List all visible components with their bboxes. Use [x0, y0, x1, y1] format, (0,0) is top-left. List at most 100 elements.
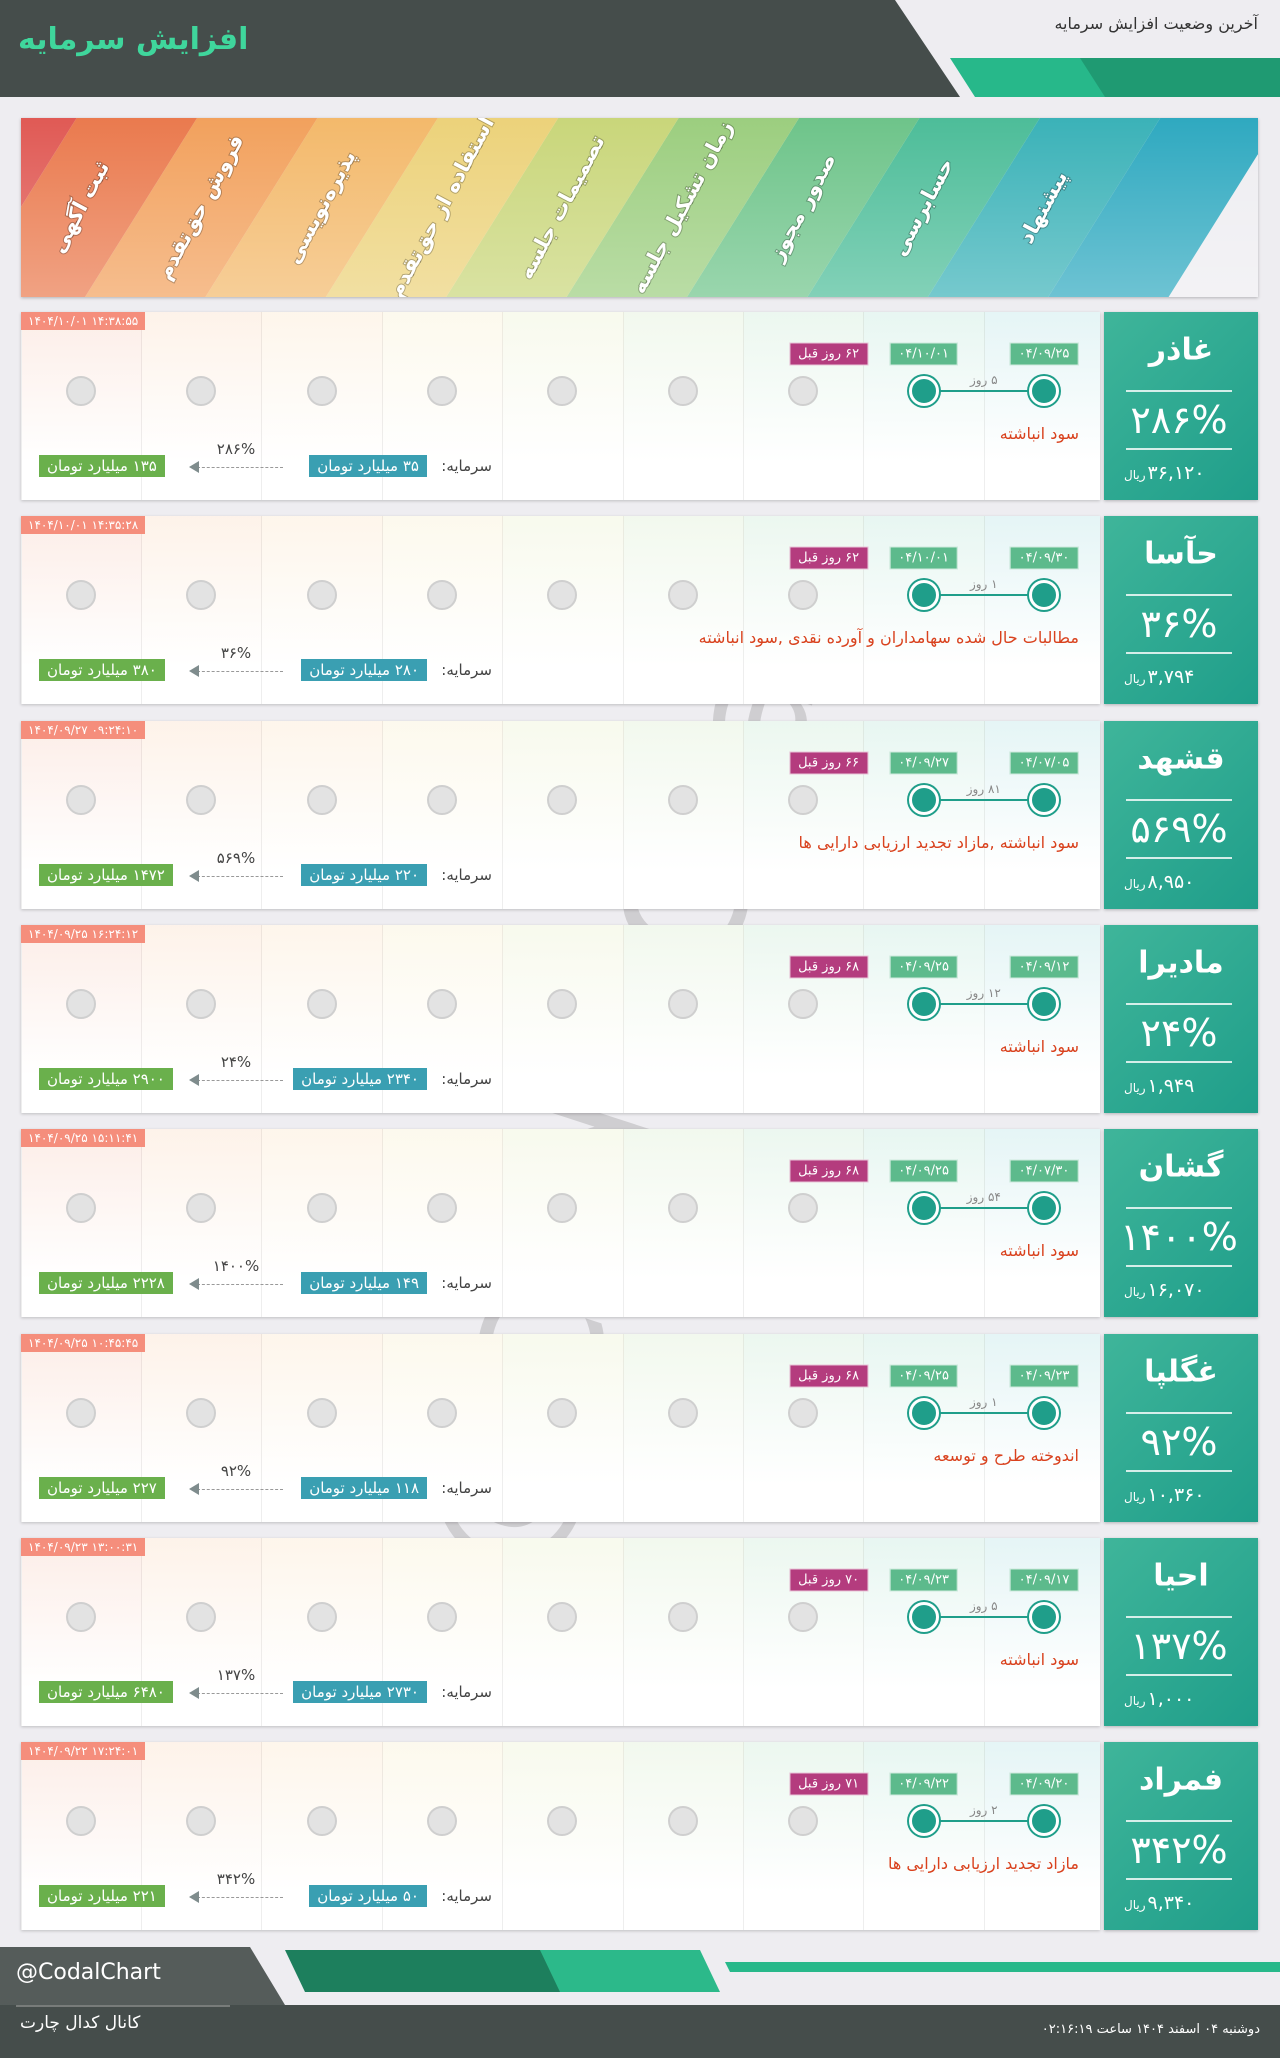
timestamp: ۱۴۰۴/۰۹/۲۵ ۱۰:۴۵:۴۵ [21, 1333, 146, 1352]
progress-line [923, 1615, 1044, 1618]
symbol-box: احیا ۱۳۷% ریال ۱,۰۰۰ [1104, 1537, 1258, 1726]
arrow-line [197, 875, 283, 877]
stage-dot-active [908, 784, 939, 815]
arrow-head [189, 665, 199, 678]
stage-dot [186, 1193, 217, 1224]
currency: ریال [1124, 1080, 1146, 1095]
stage-dot-active [1029, 988, 1059, 1019]
start-date: ۰۴/۰۹/۲۵ [1009, 342, 1079, 366]
growth: ۹۲% [220, 1461, 252, 1480]
stage-dot [186, 1806, 217, 1837]
stage-dot [427, 784, 457, 815]
row-panel: ۱۴۰۴/۱۰/۰۱ ۱۴:۳۸:۵۵ ۰۴/۰۹/۲۵ ۰۴/۱۰/۰۱ ۶۲ رو… [21, 312, 1100, 500]
stage-dot [186, 376, 217, 406]
capital-from: ۲۸۰ میلیارد تومان [301, 659, 427, 682]
percent: ۱۴۰۰% [1120, 1207, 1238, 1268]
growth: ۵۶۹% [216, 848, 256, 867]
stage-dot [788, 784, 819, 815]
capital-to: ۳۸۰ میلیارد تومان [39, 659, 165, 682]
stage-tint [743, 1742, 865, 1931]
stage-dot-active [1029, 580, 1059, 611]
stage-tint [743, 720, 865, 909]
stage-dot [547, 1397, 578, 1428]
stage-dot [186, 784, 217, 815]
arrow-line [197, 1897, 283, 1899]
capital-from: ۲۳۴۰ میلیارد تومان [293, 1067, 427, 1090]
row: ۱۴۰۴/۰۹/۲۵ ۱۰:۴۵:۴۵ ۰۴/۰۹/۲۳ ۰۴/۰۹/۲۵ ۶۸ رو… [21, 1333, 1258, 1522]
description: سود انباشته [999, 424, 1079, 443]
start-date: ۰۴/۰۹/۱۷ [1009, 1568, 1079, 1592]
stage-tint [502, 1129, 624, 1318]
growth: ۲۸۶% [216, 440, 256, 458]
symbol-box: قشهد ۵۶۹% ریال ۸,۹۵۰ [1104, 720, 1258, 909]
stage-dot [306, 988, 337, 1019]
stage-tint [743, 924, 865, 1113]
growth: ۲۴% [220, 1052, 252, 1071]
stage-tint [622, 1537, 744, 1726]
growth: ۱۴۰۰% [212, 1257, 260, 1276]
currency: ریال [1124, 1285, 1146, 1300]
stage-dot-active [908, 376, 939, 406]
stage-dot-active [1029, 1397, 1059, 1428]
price: ۳۶,۱۲۰ [1147, 462, 1205, 484]
days-ago: ۶۶ روز قبل [789, 751, 869, 775]
currency: ریال [1124, 1489, 1146, 1504]
end-date: ۰۴/۰۹/۲۵ [889, 1159, 958, 1183]
duration: ۵ روز [969, 1598, 998, 1613]
percent: ۲۸۶% [1126, 390, 1232, 450]
price: ۸,۹۵۰ [1147, 870, 1195, 893]
symbol: غاذر [1148, 332, 1214, 368]
percent: ۳۴۲% [1126, 1820, 1232, 1881]
end-date: ۰۴/۰۹/۲۲ [889, 1772, 958, 1796]
price: ۱۰,۳۶۰ [1147, 1483, 1205, 1506]
stage-tint [502, 1333, 624, 1522]
duration: ۵ روز [969, 373, 998, 387]
capital-from: ۲۷۳۰ میلیارد تومان [293, 1680, 427, 1703]
arrow-head [189, 461, 199, 473]
progress-line [923, 1411, 1044, 1414]
page-title: افزایش سرمایه [18, 22, 249, 57]
stage-dot [788, 1397, 819, 1428]
capital-to: ۱۴۷۲ میلیارد تومان [39, 863, 173, 886]
stage-dot [427, 1601, 457, 1632]
row: ۱۴۰۴/۰۹/۲۵ ۱۵:۱۱:۴۱ ۰۴/۰۷/۳۰ ۰۴/۰۹/۲۵ ۶۸ رو… [21, 1129, 1258, 1318]
stage-dot [65, 988, 96, 1019]
capital-from: ۳۵ میلیارد تومان [309, 455, 427, 477]
arrow-head [189, 869, 199, 882]
start-date: ۰۴/۰۹/۱۲ [1009, 955, 1079, 979]
price-line: ریال ۹,۳۴۰ [1124, 1892, 1194, 1914]
stage-dot-active [908, 1397, 939, 1428]
days-ago: ۶۸ روز قبل [789, 955, 869, 979]
stage-dot-active [1029, 376, 1059, 406]
stage-tint [863, 312, 985, 500]
stage-dot-active [1029, 784, 1059, 815]
stage-tint [863, 1129, 985, 1318]
stage-dot [427, 580, 457, 611]
stage-tint [863, 924, 985, 1113]
description: سود انباشته [999, 1649, 1079, 1669]
stage-dot [427, 1397, 457, 1428]
stage-dot [306, 1601, 337, 1632]
stage-dot [667, 784, 698, 815]
stage-dot [65, 580, 96, 611]
price-line: ریال ۱۰,۳۶۰ [1124, 1484, 1205, 1506]
arrow-head [189, 1482, 199, 1495]
stage-tint [983, 312, 1100, 500]
end-date: ۰۴/۰۹/۲۵ [889, 955, 958, 979]
capital-label: سرمایه: [441, 1274, 492, 1293]
row: ۱۴۰۴/۰۹/۲۷ ۰۹:۲۴:۱۰ ۰۴/۰۷/۰۵ ۰۴/۰۹/۲۷ ۶۶ رو… [21, 720, 1258, 909]
row-panel: ۱۴۰۴/۱۰/۰۱ ۱۴:۳۵:۲۸ ۰۴/۰۹/۳۰ ۰۴/۱۰/۰۱ ۶۲ رو… [21, 516, 1100, 705]
stage-dot [788, 988, 819, 1019]
timestamp: ۱۴۰۴/۱۰/۰۱ ۱۴:۳۸:۵۵ [21, 312, 146, 330]
start-date: ۰۴/۰۷/۳۰ [1009, 1159, 1079, 1183]
stage-tint [502, 516, 624, 705]
stage-tint [983, 1742, 1100, 1931]
stage-dot [65, 1806, 96, 1837]
footer-bar [0, 2005, 1280, 2058]
duration: ۲ روز [969, 1803, 998, 1818]
timestamp: ۱۴۰۴/۰۹/۲۵ ۱۵:۱۱:۴۱ [21, 1129, 146, 1148]
stage-dot [306, 1193, 337, 1224]
price-line: ریال ۸,۹۵۰ [1124, 871, 1194, 893]
stage-dot [306, 580, 337, 611]
stage-dot [186, 580, 217, 611]
